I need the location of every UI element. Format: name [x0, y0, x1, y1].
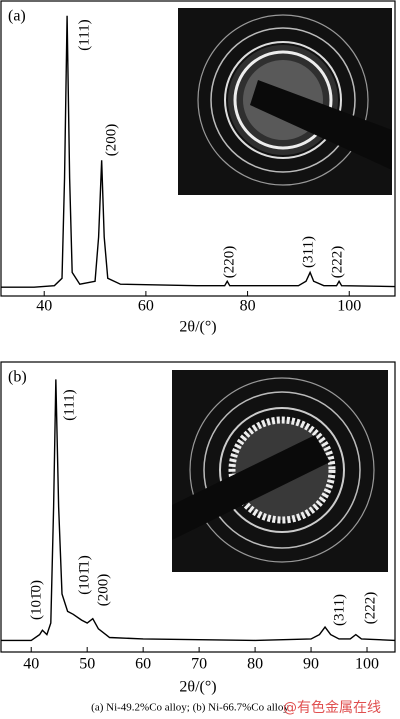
x-tick-label: 80 [240, 298, 256, 315]
peak-label: (311) [331, 594, 347, 626]
plot-frame [0, 0, 396, 297]
x-tick-label: 80 [247, 656, 263, 673]
panel-label: (b) [8, 369, 27, 386]
x-axis-label: 2θ/(°) [179, 679, 216, 696]
peak-label: (311) [300, 236, 316, 268]
x-tick-label: 70 [191, 656, 207, 673]
x-tick-label: 40 [23, 656, 39, 673]
x-tick-label: 100 [355, 656, 379, 673]
peak-label: (111) [76, 19, 92, 50]
xrd-curve [1, 15, 396, 288]
x-tick-label: 40 [36, 298, 52, 315]
peak-label: (222) [329, 246, 345, 279]
inset-saed-a [178, 8, 392, 195]
inset-saed-b [172, 370, 388, 572]
x-tick-label: 50 [79, 656, 95, 673]
x-tick-label: 100 [337, 298, 361, 315]
caption: (a) Ni-49.2%Co alloy; (b) Ni-66.7%Co all… [91, 702, 289, 714]
x-tick-label: 90 [303, 656, 319, 673]
panel-label: (a) [8, 8, 26, 25]
peak-label: (101̄1) [76, 555, 92, 594]
peak-label: (200) [103, 124, 119, 157]
peak-label: (111) [61, 389, 77, 420]
plot-frame [0, 361, 396, 653]
peak-label: (222) [362, 592, 378, 625]
xrd-curve [1, 379, 396, 642]
x-axis-label: 2θ/(°) [179, 319, 216, 336]
peak-label: (220) [221, 246, 237, 279]
x-tick-label: 60 [135, 656, 151, 673]
peak-label: (101̄0) [28, 580, 44, 620]
peak-label: (200) [95, 574, 111, 607]
watermark: @有色金属在线 [283, 699, 381, 716]
x-tick-label: 60 [138, 298, 154, 315]
